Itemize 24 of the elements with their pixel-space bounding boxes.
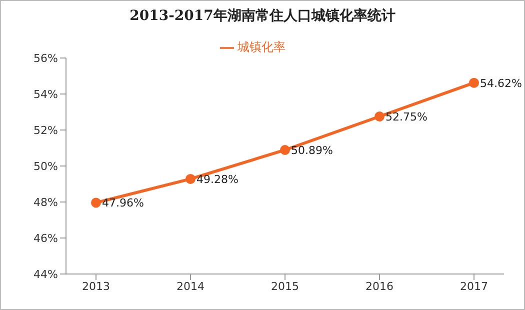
point	[469, 78, 479, 88]
x-tick-label: 2016	[366, 280, 394, 293]
y-tick-label: 44%	[34, 268, 58, 281]
chart-title: 2013-2017年湖南常住人口城镇化率统计	[128, 7, 396, 25]
point	[91, 198, 101, 208]
data-label: 50.89%	[291, 144, 333, 157]
y-tick-label: 48%	[34, 196, 58, 209]
y-tick-label: 54%	[34, 88, 58, 101]
data-label: 49.28%	[196, 172, 238, 186]
data-label: 54.62%	[480, 76, 522, 90]
data-label: 47.96%	[102, 196, 144, 210]
x-tick-label: 2013	[82, 280, 110, 293]
point	[280, 144, 290, 155]
legend-label: 城镇化率	[238, 40, 286, 54]
y-tick-label: 50%	[34, 160, 58, 173]
point	[374, 112, 384, 122]
point	[186, 174, 196, 184]
y-tick-label: 46%	[34, 232, 58, 245]
x-tick-label: 2014	[176, 280, 204, 293]
y-tick-label: 56%	[34, 52, 58, 65]
x-tick-label: 2017	[460, 280, 488, 293]
data-label: 52.75%	[386, 110, 428, 124]
y-tick-label: 52%	[34, 124, 58, 137]
x-tick-label: 2015	[271, 280, 299, 293]
